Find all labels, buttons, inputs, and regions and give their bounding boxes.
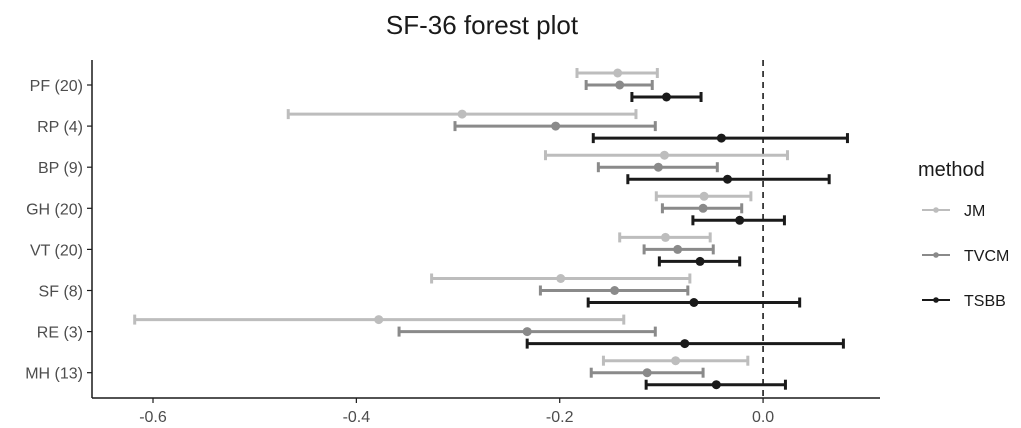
plot-area (133, 60, 849, 398)
legend-key-point-tvcm (933, 252, 939, 258)
estimate-point-jm-1 (457, 109, 467, 119)
y-tick-label-4: VT (20) (30, 242, 83, 259)
estimate-point-tvcm-1 (551, 121, 561, 131)
x-tick-label-1: -0.4 (343, 409, 371, 426)
y-tick-label-5: SF (8) (39, 284, 83, 301)
series-jm (133, 68, 789, 366)
estimate-point-tvcm-4 (673, 244, 683, 254)
estimate-point-tvcm-2 (653, 162, 663, 172)
legend-label-tsbb: TSBB (964, 293, 1006, 310)
y-tick-label-3: GH (20) (26, 201, 83, 218)
y-tick-label-0: PF (20) (30, 78, 83, 95)
estimate-point-tsbb-2 (722, 174, 732, 184)
estimate-point-tsbb-4 (695, 256, 705, 266)
series-tsbb (525, 92, 849, 390)
estimate-point-jm-5 (556, 274, 566, 283)
legend-key-point-tsbb (933, 297, 939, 303)
y-tick-label-2: BP (9) (38, 160, 83, 177)
estimate-point-tvcm-3 (698, 203, 708, 213)
estimate-point-tvcm-0 (615, 80, 625, 90)
y-tick-label-1: RP (4) (37, 119, 83, 136)
estimate-point-jm-0 (613, 68, 623, 78)
y-tick-label-6: RE (3) (37, 325, 83, 342)
legend-label-tvcm: TVCM (964, 248, 1009, 265)
estimate-point-tsbb-5 (689, 298, 699, 307)
legend-key-point-jm (933, 207, 939, 213)
series-tvcm (397, 80, 744, 378)
legend-title: method (918, 159, 985, 181)
estimate-point-tvcm-7 (642, 368, 652, 378)
estimate-point-jm-4 (660, 232, 670, 242)
estimate-point-jm-6 (374, 315, 384, 325)
estimate-point-tsbb-1 (716, 133, 726, 143)
x-tick-label-0: -0.6 (139, 409, 167, 426)
estimate-point-tvcm-6 (522, 327, 532, 337)
estimate-point-tsbb-0 (661, 92, 671, 102)
axes: PF (20) RP (4) BP (9) GH (20) VT (20) SF (8) R… (25, 60, 880, 426)
estimate-point-tsbb-6 (680, 339, 690, 349)
x-tick-label-3: 0.0 (752, 409, 774, 426)
estimate-point-tsbb-7 (711, 380, 721, 390)
x-tick-label-2: -0.2 (546, 409, 574, 426)
estimate-point-jm-7 (671, 356, 681, 366)
estimate-point-tvcm-5 (610, 286, 620, 295)
estimate-point-jm-3 (699, 191, 709, 201)
chart-title: SF-36 forest plot (386, 10, 579, 40)
y-tick-label-7: MH (13) (25, 366, 83, 383)
estimate-point-jm-2 (659, 150, 669, 160)
legend: method JM TVCM TSBB (918, 159, 1009, 310)
legend-label-jm: JM (964, 203, 985, 220)
estimate-point-tsbb-3 (735, 215, 745, 225)
